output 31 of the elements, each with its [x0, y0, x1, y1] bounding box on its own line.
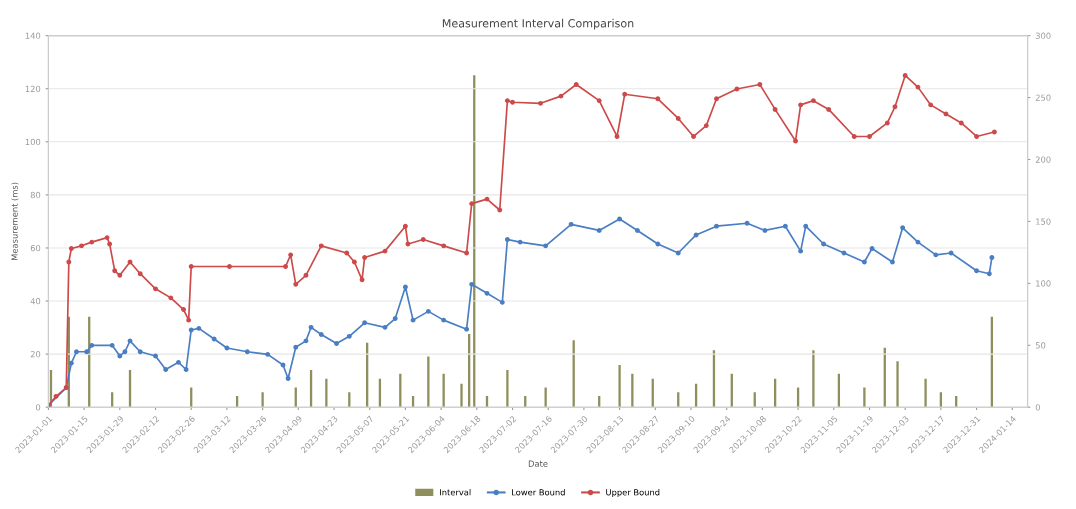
x-axis-title: Date: [528, 460, 548, 467]
bar: [261, 392, 264, 408]
y2-tick-label: 100: [1036, 280, 1051, 287]
y2-tick-label: 250: [1035, 94, 1051, 101]
y2-tick-label: 50: [1035, 342, 1046, 349]
y-tick-label: 0: [36, 404, 41, 411]
bar: [896, 361, 899, 408]
legend-label: Upper Bound: [606, 489, 660, 498]
bar: [924, 378, 927, 408]
y-tick-label: 140: [25, 32, 41, 39]
y2-tick-label: 150: [1036, 218, 1051, 225]
bar: [618, 365, 621, 408]
bar: [863, 387, 866, 408]
y2-tick-label: 300: [1035, 32, 1051, 39]
legend-label: Interval: [440, 489, 471, 496]
y-tick-label: 120: [25, 85, 41, 92]
legend-label: Lower Bound: [512, 489, 565, 496]
y2-tick-label: 0: [1035, 404, 1040, 411]
bar: [325, 378, 328, 408]
y-tick-label: 20: [30, 351, 41, 358]
y-tick-label: 80: [30, 191, 41, 199]
bar: [812, 350, 815, 408]
y-tick-label: 40: [30, 298, 41, 305]
bar: [460, 383, 463, 408]
chart-title: Measurement Interval Comparison: [442, 18, 634, 30]
y-tick-label: 60: [30, 244, 41, 252]
y-tick-label: 100: [25, 138, 41, 146]
bar: [427, 356, 430, 408]
y2-tick-label: 200: [1035, 156, 1051, 163]
y-axis-title: Measurement (ms): [11, 182, 19, 260]
bar: [506, 370, 509, 408]
